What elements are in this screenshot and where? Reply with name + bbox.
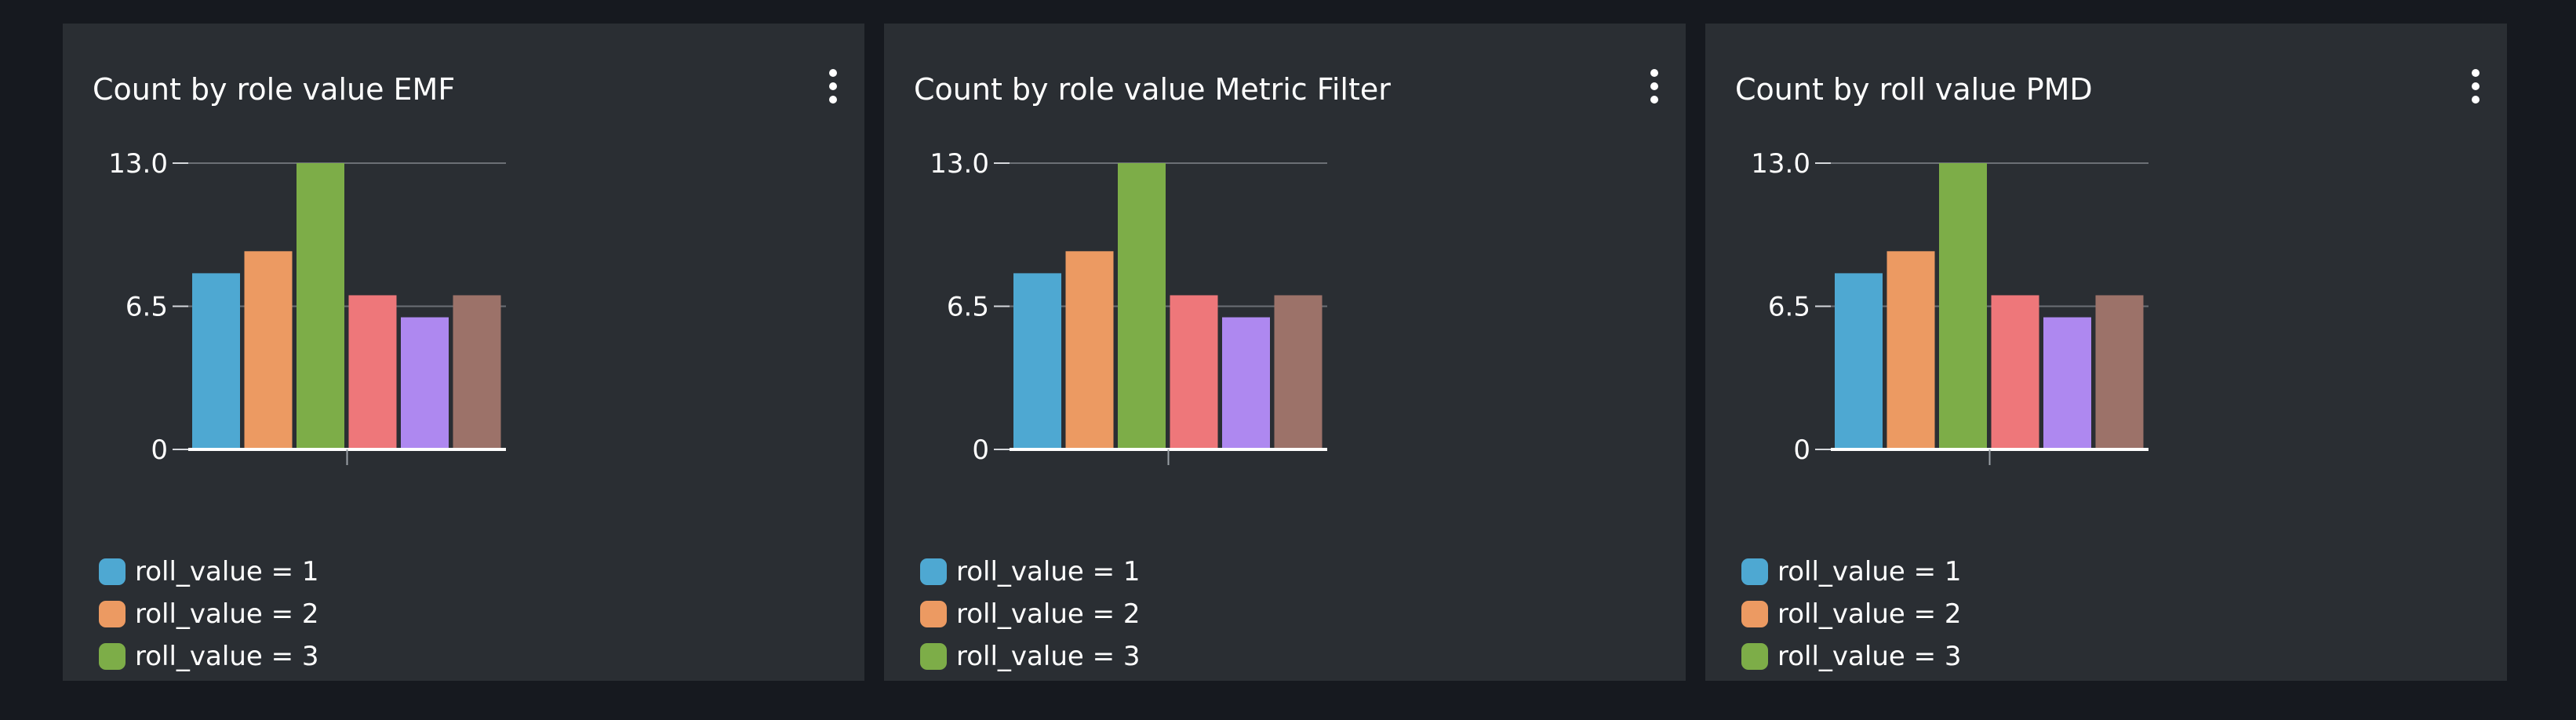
bar (1835, 273, 1883, 449)
y-tick-label: 6.5 (126, 292, 168, 323)
legend-swatch (99, 643, 126, 670)
legend-swatch (99, 558, 126, 585)
bar (453, 295, 501, 449)
legend-label: roll_value = 2 (956, 598, 1141, 630)
widget-title: Count by role value EMF (93, 72, 456, 107)
bar-chart: 13.0 6.5 0 (1751, 148, 2148, 466)
y-tick-label: 6.5 (947, 292, 989, 323)
legend-swatch (1741, 558, 1768, 585)
legend-label: roll_value = 1 (1777, 556, 1962, 587)
bar (297, 163, 344, 449)
legend-item[interactable]: roll_value = 3 (99, 635, 319, 678)
bar (1013, 273, 1061, 449)
chart-legend: roll_value = 1 roll_value = 2 roll_value… (920, 551, 1141, 678)
y-tick-label: 6.5 (1768, 292, 1810, 323)
bar (1887, 251, 1935, 449)
legend-label: roll_value = 2 (135, 598, 319, 630)
legend-item[interactable]: roll_value = 1 (920, 551, 1141, 593)
bar (1065, 251, 1114, 449)
chart-legend: roll_value = 1 roll_value = 2 roll_value… (99, 551, 319, 678)
legend-item[interactable]: roll_value = 3 (920, 635, 1141, 678)
widget-pmd: Count by roll value PMD 13.0 6.5 0 roll_va… (1705, 24, 2507, 681)
bar (348, 295, 397, 449)
bar (1222, 317, 1270, 449)
more-options-icon[interactable] (1645, 67, 1664, 105)
bar (1991, 295, 2039, 449)
legend-swatch (1741, 601, 1768, 627)
bar (401, 317, 449, 449)
widget-title: Count by roll value PMD (1735, 72, 2093, 107)
bar-chart: 13.0 6.5 0 (930, 148, 1327, 466)
more-options-icon[interactable] (824, 67, 842, 105)
chart-legend: roll_value = 1 roll_value = 2 roll_value… (1741, 551, 1962, 678)
legend-item[interactable]: roll_value = 2 (99, 593, 319, 635)
bar (192, 273, 240, 449)
legend-item[interactable]: roll_value = 2 (920, 593, 1141, 635)
legend-swatch (99, 601, 126, 627)
y-tick-label: 0 (972, 435, 989, 466)
legend-item[interactable]: roll_value = 2 (1741, 593, 1962, 635)
bar (1939, 163, 1987, 449)
legend-label: roll_value = 1 (956, 556, 1141, 587)
bar (2095, 295, 2144, 449)
legend-label: roll_value = 3 (956, 641, 1141, 672)
y-tick-label: 13.0 (1751, 148, 1810, 180)
legend-item[interactable]: roll_value = 3 (1741, 635, 1962, 678)
legend-swatch (920, 558, 947, 585)
widget-metric-filter: Count by role value Metric Filter 13.0 6.… (884, 24, 1686, 681)
legend-label: roll_value = 3 (1777, 641, 1962, 672)
legend-swatch (920, 643, 947, 670)
bar (1274, 295, 1323, 449)
legend-item[interactable]: roll_value = 1 (1741, 551, 1962, 593)
legend-label: roll_value = 3 (135, 641, 319, 672)
widget-emf: Count by role value EMF 13.0 6.5 0 roll_va… (63, 24, 864, 681)
bar (1170, 295, 1218, 449)
legend-label: roll_value = 2 (1777, 598, 1962, 630)
y-tick-label: 0 (1793, 435, 1810, 466)
y-tick-label: 13.0 (930, 148, 989, 180)
widget-title: Count by role value Metric Filter (914, 72, 1391, 107)
bar (2043, 317, 2091, 449)
legend-swatch (1741, 643, 1768, 670)
more-options-icon[interactable] (2466, 67, 2485, 105)
legend-label: roll_value = 1 (135, 556, 319, 587)
bar (244, 251, 293, 449)
legend-item[interactable]: roll_value = 1 (99, 551, 319, 593)
y-tick-label: 0 (151, 435, 168, 466)
bar (1118, 163, 1166, 449)
y-tick-label: 13.0 (108, 148, 168, 180)
bar-chart: 13.0 6.5 0 (108, 148, 506, 466)
legend-swatch (920, 601, 947, 627)
